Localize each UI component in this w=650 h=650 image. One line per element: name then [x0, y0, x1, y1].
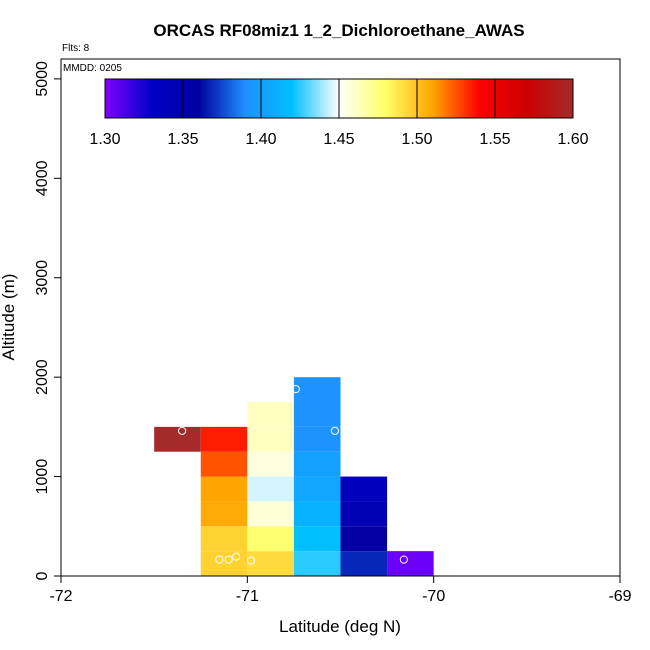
- y-axis: 0 1000 2000 3000 4000 5000: [34, 59, 62, 580]
- y-axis-label: Altitude (m): [0, 274, 18, 361]
- heatmap-cell-8: [247, 526, 294, 552]
- heatmap-cell-4: [200, 476, 248, 502]
- flights-label: Flts: 8: [62, 43, 90, 54]
- y-tick-label-4: 4000: [34, 160, 51, 196]
- heatmap-cell-5: [200, 451, 248, 477]
- colorbar-tick-label-6: 1.60: [557, 131, 588, 148]
- heatmap-cell-14: [293, 551, 341, 576]
- heatmap-cell-17: [293, 476, 341, 502]
- sample-marker-6: [330, 426, 340, 435]
- heatmap-cell-1: [200, 551, 248, 576]
- sample-markers: [178, 384, 408, 565]
- heatmap-cell-20: [293, 402, 341, 427]
- colorbar-tick-label-0: 1.30: [89, 131, 120, 148]
- heatmap-cell-16: [293, 501, 341, 527]
- heatmap-cell-13: [247, 402, 294, 427]
- heatmap-cell-21: [293, 377, 341, 403]
- y-tick-label-2: 2000: [34, 359, 51, 395]
- heatmap-cell-15: [293, 526, 341, 552]
- sample-marker-4: [246, 556, 256, 565]
- colorbar-tick-label-4: 1.50: [401, 131, 432, 148]
- sample-marker-5: [291, 384, 300, 394]
- y-tick-label-3: 3000: [34, 260, 51, 296]
- heatmap-cell-12: [247, 426, 294, 452]
- heatmap-cell-25: [340, 476, 388, 502]
- heatmap-cell-10: [247, 476, 294, 502]
- heatmap-cell-18: [293, 451, 341, 477]
- x-tick-label-0: -72: [49, 588, 72, 605]
- colorbar-tick-label-1: 1.35: [167, 131, 198, 148]
- heatmap-cell-23: [340, 526, 388, 552]
- sample-marker-1: [215, 555, 224, 564]
- colorbar-tick-label-2: 1.40: [245, 131, 276, 148]
- heatmap-cell-2: [200, 526, 248, 552]
- colorbar-tick-label-5: 1.55: [479, 131, 510, 148]
- heatmap-cell-11: [247, 451, 294, 477]
- colorbar-ticks: 1.30 1.35 1.40 1.45 1.50 1.55 1.60: [89, 79, 589, 148]
- mmdd-label: MMDD: 0205: [63, 63, 122, 74]
- sample-marker-7: [399, 555, 408, 564]
- heatmap-cell-0: [154, 426, 201, 452]
- heatmap-cells: [154, 377, 434, 576]
- heatmap-cell-3: [200, 501, 248, 527]
- heatmap-cell-9: [247, 501, 294, 527]
- y-tick-label-5: 5000: [34, 61, 51, 97]
- sample-marker-0: [178, 426, 187, 435]
- x-tick-label-1: -71: [236, 588, 259, 605]
- heatmap-cell-26: [387, 551, 434, 576]
- heatmap-cell-22: [340, 551, 388, 576]
- heatmap-cell-19: [293, 426, 341, 452]
- colorbar-tick-label-3: 1.45: [323, 131, 354, 148]
- x-tick-label-2: -70: [422, 588, 445, 605]
- sample-marker-3: [232, 552, 241, 561]
- y-tick-label-0: 0: [34, 571, 51, 580]
- chart-title: ORCAS RF08miz1 1_2_Dichloroethane_AWAS: [153, 21, 524, 40]
- heatmap-cell-24: [340, 501, 388, 527]
- x-axis: -72 -71 -70 -69: [49, 575, 632, 605]
- x-axis-label: Latitude (deg N): [279, 617, 401, 636]
- sample-marker-2: [224, 555, 233, 564]
- x-tick-label-3: -69: [608, 588, 631, 605]
- y-tick-label-1: 1000: [34, 459, 51, 495]
- heatmap-cell-6: [200, 426, 248, 452]
- heatmap-cell-7: [247, 551, 294, 576]
